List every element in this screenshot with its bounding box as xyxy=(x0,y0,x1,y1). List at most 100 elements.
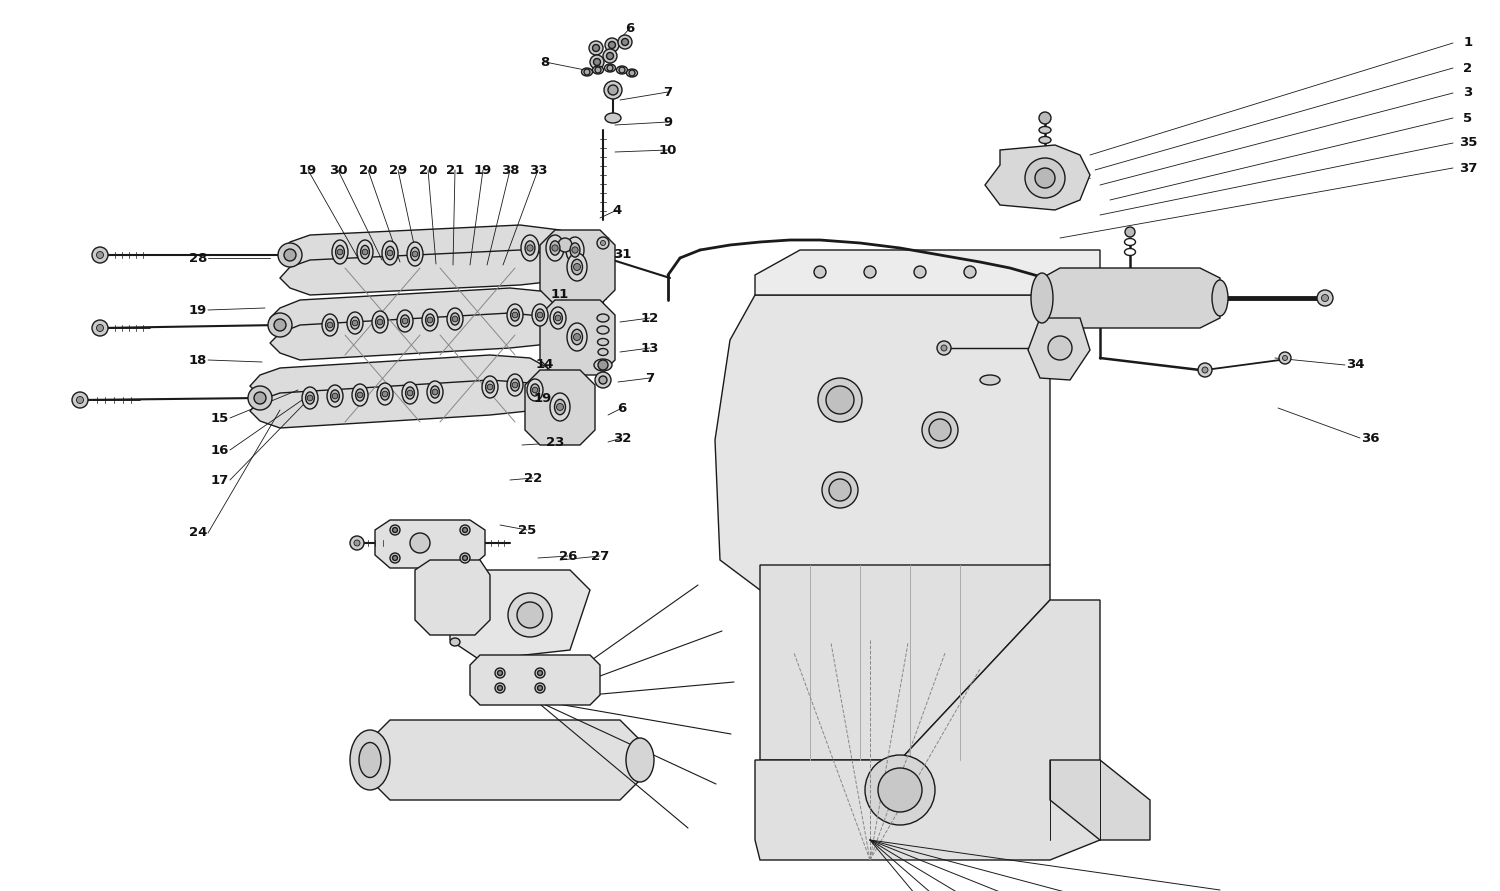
Circle shape xyxy=(827,386,854,414)
Circle shape xyxy=(618,35,632,49)
Text: 13: 13 xyxy=(640,341,658,355)
Circle shape xyxy=(621,38,628,45)
Circle shape xyxy=(822,472,858,508)
Text: 5: 5 xyxy=(1464,111,1473,125)
Circle shape xyxy=(352,320,358,326)
Circle shape xyxy=(940,345,946,351)
Ellipse shape xyxy=(510,379,519,391)
Ellipse shape xyxy=(376,383,393,405)
Ellipse shape xyxy=(350,730,390,790)
Circle shape xyxy=(495,668,506,678)
Circle shape xyxy=(376,319,382,325)
Circle shape xyxy=(608,65,613,71)
Circle shape xyxy=(308,396,314,401)
Circle shape xyxy=(390,525,400,535)
Text: 37: 37 xyxy=(1460,161,1478,175)
Circle shape xyxy=(537,312,543,318)
Circle shape xyxy=(608,85,618,95)
Ellipse shape xyxy=(375,316,384,328)
Ellipse shape xyxy=(386,247,394,259)
Ellipse shape xyxy=(570,243,580,257)
Circle shape xyxy=(393,555,398,560)
Ellipse shape xyxy=(546,235,564,261)
Circle shape xyxy=(830,479,850,501)
Circle shape xyxy=(284,249,296,261)
Text: 35: 35 xyxy=(1460,136,1478,150)
Ellipse shape xyxy=(322,314,338,336)
Circle shape xyxy=(964,266,976,278)
Circle shape xyxy=(590,55,604,69)
Circle shape xyxy=(1198,363,1212,377)
Text: 14: 14 xyxy=(536,358,554,372)
Polygon shape xyxy=(280,250,574,295)
Circle shape xyxy=(362,249,368,255)
Text: 3: 3 xyxy=(1464,86,1473,100)
Ellipse shape xyxy=(1212,280,1228,316)
Circle shape xyxy=(609,42,615,48)
Ellipse shape xyxy=(532,304,548,326)
Circle shape xyxy=(460,553,470,563)
Polygon shape xyxy=(540,300,615,375)
Ellipse shape xyxy=(555,399,566,414)
Circle shape xyxy=(598,376,608,384)
Polygon shape xyxy=(540,230,615,305)
Ellipse shape xyxy=(336,245,345,258)
Circle shape xyxy=(1035,168,1054,188)
Ellipse shape xyxy=(510,309,519,321)
Ellipse shape xyxy=(507,304,524,326)
Text: 7: 7 xyxy=(645,372,654,385)
Ellipse shape xyxy=(531,384,540,396)
Text: 18: 18 xyxy=(189,354,207,366)
Polygon shape xyxy=(270,313,568,360)
Text: 10: 10 xyxy=(658,143,676,157)
Text: 20: 20 xyxy=(419,164,436,176)
Circle shape xyxy=(274,319,286,331)
Text: 6: 6 xyxy=(626,21,634,35)
Circle shape xyxy=(584,69,590,75)
Text: 16: 16 xyxy=(211,444,230,456)
Circle shape xyxy=(598,360,608,370)
Polygon shape xyxy=(754,600,1100,860)
Circle shape xyxy=(382,391,388,396)
Text: 34: 34 xyxy=(1346,358,1364,372)
Circle shape xyxy=(387,250,393,256)
Text: 21: 21 xyxy=(446,164,464,176)
Circle shape xyxy=(603,49,616,63)
Circle shape xyxy=(865,755,934,825)
Text: 28: 28 xyxy=(189,251,207,265)
Circle shape xyxy=(928,419,951,441)
Text: 6: 6 xyxy=(618,402,627,414)
Circle shape xyxy=(452,316,458,322)
Text: 25: 25 xyxy=(518,524,536,536)
Ellipse shape xyxy=(550,393,570,421)
Ellipse shape xyxy=(405,387,414,399)
Ellipse shape xyxy=(332,240,348,264)
Ellipse shape xyxy=(358,742,381,778)
Circle shape xyxy=(518,602,543,628)
Polygon shape xyxy=(754,250,1100,295)
Circle shape xyxy=(1125,227,1136,237)
Circle shape xyxy=(1202,367,1208,373)
Ellipse shape xyxy=(1125,249,1136,256)
Circle shape xyxy=(1040,112,1052,124)
Text: 15: 15 xyxy=(211,412,230,424)
Circle shape xyxy=(427,317,433,323)
Circle shape xyxy=(532,388,538,393)
Ellipse shape xyxy=(554,312,562,324)
Circle shape xyxy=(498,685,502,691)
Circle shape xyxy=(597,237,609,249)
Ellipse shape xyxy=(357,240,374,264)
Ellipse shape xyxy=(520,235,538,261)
Text: 19: 19 xyxy=(474,164,492,176)
Text: 32: 32 xyxy=(614,431,632,445)
Ellipse shape xyxy=(525,241,536,255)
Circle shape xyxy=(815,266,827,278)
Circle shape xyxy=(536,668,544,678)
Circle shape xyxy=(596,372,610,388)
Polygon shape xyxy=(251,355,548,403)
Ellipse shape xyxy=(597,314,609,322)
Circle shape xyxy=(1280,352,1292,364)
Ellipse shape xyxy=(597,339,609,346)
Circle shape xyxy=(1024,158,1065,198)
Ellipse shape xyxy=(330,390,339,402)
